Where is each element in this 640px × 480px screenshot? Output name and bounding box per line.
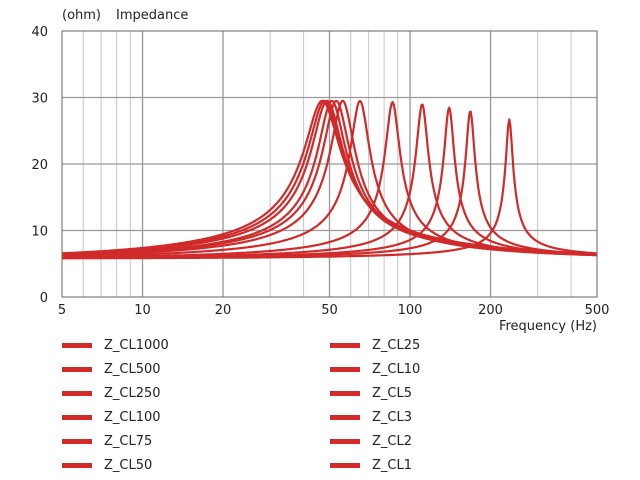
legend-item: Z_CL75 (62, 433, 152, 449)
y-tick-labels: 0 10 20 30 40 (31, 25, 48, 306)
x-tick-label: 500 (585, 303, 610, 318)
series-lines (61, 99, 598, 260)
legend-label: Z_CL1000 (104, 337, 169, 353)
legend-swatch (330, 438, 360, 444)
grid (62, 31, 597, 297)
legend-label: Z_CL25 (372, 337, 421, 353)
legend-item: Z_CL50 (62, 457, 152, 473)
legend-swatch (330, 390, 360, 396)
legend-item: Z_CL1 (330, 457, 412, 473)
x-tick-label: 100 (398, 303, 423, 318)
x-tick-labels: 5 10 20 50 100 200 500 (58, 303, 610, 318)
x-tick-label: 200 (478, 303, 503, 318)
legend-label: Z_CL3 (372, 409, 412, 425)
legend-label: Z_CL100 (104, 409, 161, 425)
y-tick-label: 20 (31, 158, 48, 173)
legend-item: Z_CL1000 (62, 337, 169, 353)
x-tick-label: 20 (215, 303, 232, 318)
y-tick-label: 10 (31, 225, 48, 240)
legend-item: Z_CL3 (330, 409, 412, 425)
chart-title: Impedance (116, 8, 188, 23)
legend-swatch (62, 390, 92, 396)
legend-label: Z_CL5 (372, 385, 412, 401)
legend-swatch (330, 414, 360, 420)
legend-item: Z_CL5 (330, 385, 412, 401)
legend-item: Z_CL10 (330, 361, 420, 377)
legend-item: Z_CL100 (62, 409, 161, 425)
legend-swatch (62, 414, 92, 420)
legend-label: Z_CL250 (104, 385, 161, 401)
legend-swatch (62, 462, 92, 468)
legend-swatch (62, 438, 92, 444)
legend-swatch (330, 342, 360, 348)
legend-label: Z_CL75 (104, 433, 153, 449)
legend-label: Z_CL50 (104, 457, 153, 473)
legend-swatch (330, 366, 360, 372)
x-tick-label: 5 (58, 303, 66, 318)
legend-label: Z_CL1 (372, 457, 412, 473)
series-line-z_cl1 (62, 118, 598, 260)
y-axis-unit-label: (ohm) (62, 8, 101, 23)
legend-item: Z_CL2 (330, 433, 412, 449)
y-tick-label: 0 (40, 291, 48, 306)
legend-swatch (62, 342, 92, 348)
legend-swatch (62, 366, 92, 372)
x-tick-label: 50 (321, 303, 338, 318)
y-tick-label: 30 (31, 92, 48, 107)
legend-label: Z_CL10 (372, 361, 421, 377)
x-axis-label: Frequency (Hz) (499, 319, 597, 334)
plot-frame (61, 30, 598, 298)
legend-item: Z_CL250 (62, 385, 161, 401)
legend-item: Z_CL500 (62, 361, 161, 377)
legend-swatch (330, 462, 360, 468)
legend-label: Z_CL500 (104, 361, 161, 377)
legend-item: Z_CL25 (330, 337, 420, 353)
y-tick-label: 40 (31, 25, 48, 40)
x-tick-label: 10 (134, 303, 151, 318)
legend-label: Z_CL2 (372, 433, 412, 449)
